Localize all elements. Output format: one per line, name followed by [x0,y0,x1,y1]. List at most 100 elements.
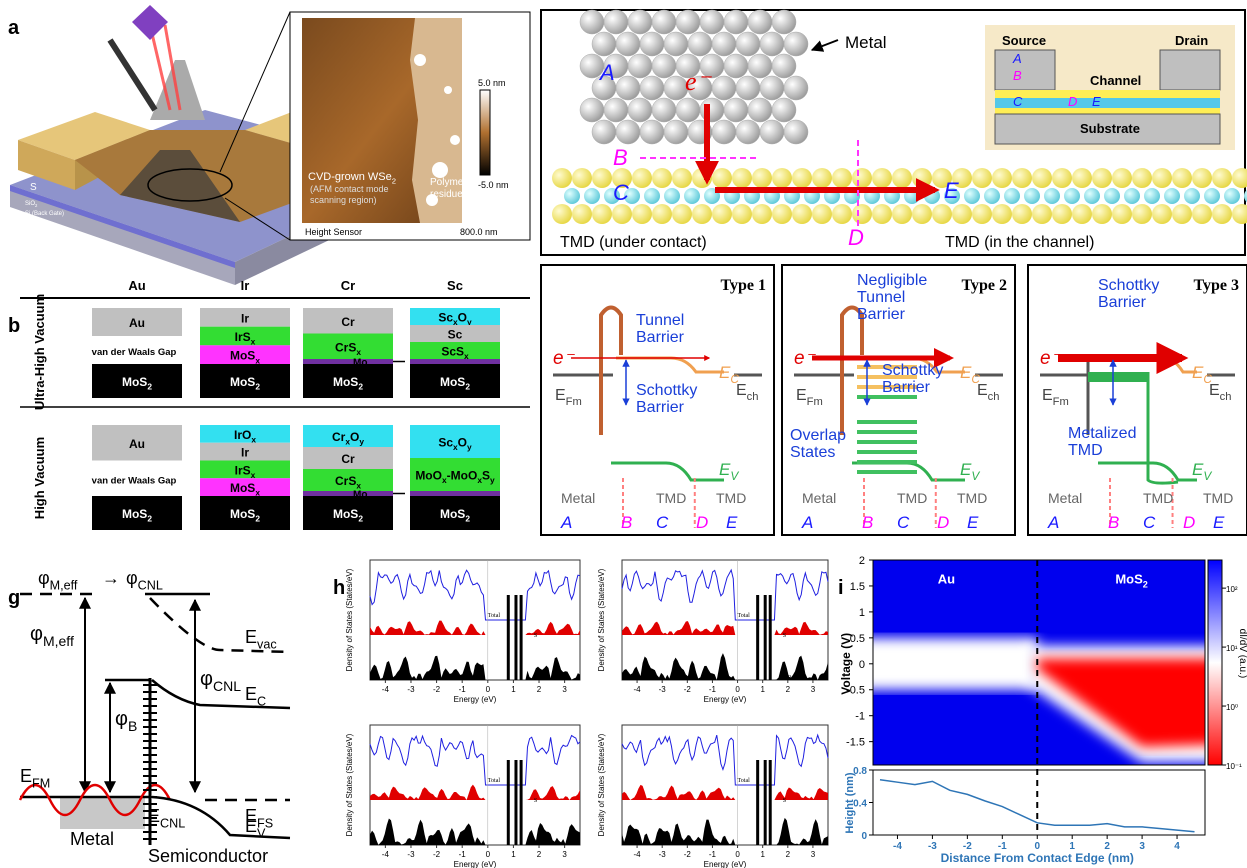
label: Metal [561,490,595,506]
tick-label: -1 [459,685,467,694]
tick-label: -3 [407,850,415,859]
atom [892,204,912,224]
layer-label: O [458,436,467,450]
atom [1052,168,1072,188]
panel-label: a [8,17,20,39]
label: S [783,633,786,639]
layer-label: 2 [255,382,260,392]
layer-label: MoS [122,375,147,389]
label: Drain [1175,33,1208,48]
label: TMD [897,490,927,506]
tick-label: -1 [459,850,467,859]
point-label: D [1183,513,1195,532]
atom [676,10,700,34]
atom [592,204,612,224]
tick-label: 10⁰ [1226,703,1238,712]
label: V [1203,469,1212,483]
tick-label: 2 [786,850,791,859]
label: CNL [160,816,185,830]
label: C [257,694,266,708]
label: φ [38,568,50,588]
atom [564,188,580,204]
point-label: A [801,513,813,532]
label: ECNL [148,806,185,830]
label: ch [1220,391,1232,403]
tick-label: -2 [684,850,692,859]
label: Height Sensor [305,227,362,237]
label: Height (nm) [844,772,856,833]
tick-label: -2 [433,850,441,859]
atom [1072,168,1092,188]
tick-label: -2 [684,685,692,694]
atom [784,76,808,100]
label: E [719,363,731,382]
atom [912,204,932,224]
label: TMD [656,490,686,506]
atom [1012,168,1032,188]
label: E [555,387,566,404]
label: E [245,627,257,647]
atom [640,76,664,100]
rect [873,770,1205,835]
atom [1012,204,1032,224]
atom [736,120,760,144]
atom [640,32,664,56]
atom [1092,204,1112,224]
tick-label: -1 [709,850,717,859]
atom [672,168,692,188]
atom [748,98,772,122]
label: Fm [1053,396,1069,408]
point-label: E [944,178,959,203]
residue [414,54,426,66]
atom [812,204,832,224]
label: Source [1002,33,1046,48]
layer-label: CrS [335,340,356,354]
label: TMD [957,490,987,506]
atom [736,76,760,100]
atom [1212,204,1232,224]
point-label: D [696,513,708,532]
rect [995,108,1220,114]
atom [772,168,792,188]
label: (AFM contact mode [310,184,389,194]
tick-label: 3 [562,685,567,694]
annotation: Schottky [882,362,943,379]
atom [616,32,640,56]
rect [995,50,1055,90]
plot-frame [622,725,828,845]
layer-label: 2 [255,514,260,524]
label: V [730,469,739,483]
tick-label: 0 [486,685,491,694]
atom [752,168,772,188]
layer-label: 2 [358,382,363,392]
atom [748,54,772,78]
shape [132,5,168,40]
label: Polymer [430,177,467,188]
atom [1224,188,1240,204]
atom [604,10,628,34]
atom [1192,204,1212,224]
shape [370,735,580,785]
layer-label: van der Waals Gap [92,475,177,486]
label: E [245,684,257,704]
rect [857,440,917,444]
electron: e⁻ [685,67,713,96]
label: Energy (eV) [454,695,497,704]
label: Fm [566,396,582,408]
atom [712,204,732,224]
tick-label: -1.5 [846,737,865,749]
atom [732,204,752,224]
atom [572,204,592,224]
residue [432,162,448,178]
atom [1104,188,1120,204]
atom [580,98,604,122]
label: M,eff [43,633,74,649]
layer-label: MoS [230,349,255,363]
label: CNL [213,678,241,694]
label: Density of States (States/eV) [597,568,606,671]
layer-label: 2 [147,382,152,392]
rect [857,450,917,454]
layer-label: CrS [335,474,356,488]
atom [664,120,688,144]
shape [622,818,828,845]
